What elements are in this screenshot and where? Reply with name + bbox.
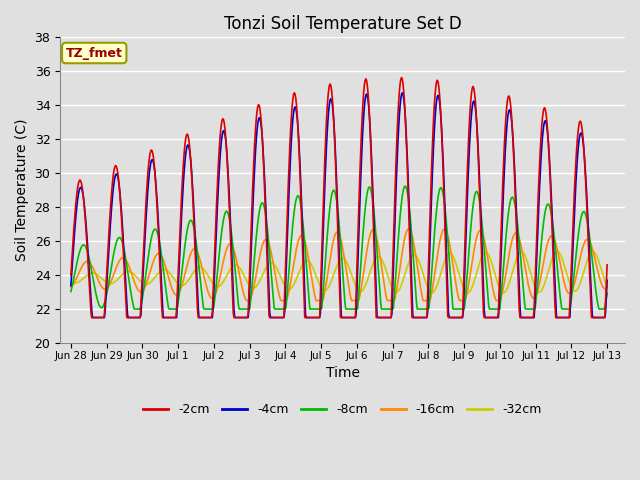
Y-axis label: Soil Temperature (C): Soil Temperature (C)	[15, 119, 29, 262]
Title: Tonzi Soil Temperature Set D: Tonzi Soil Temperature Set D	[224, 15, 461, 33]
X-axis label: Time: Time	[326, 366, 360, 380]
Text: TZ_fmet: TZ_fmet	[66, 47, 123, 60]
Legend: -2cm, -4cm, -8cm, -16cm, -32cm: -2cm, -4cm, -8cm, -16cm, -32cm	[138, 398, 547, 421]
